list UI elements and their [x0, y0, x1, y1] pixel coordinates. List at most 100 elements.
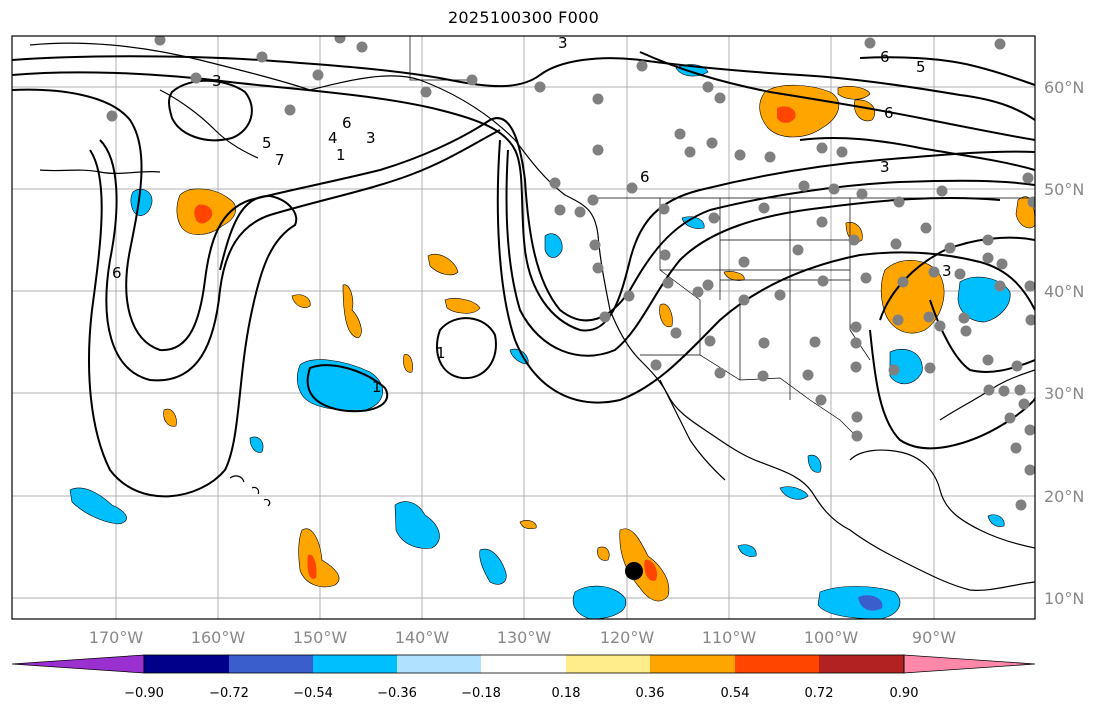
anomaly-positive-patch	[291, 294, 311, 308]
contour-label: 3	[942, 262, 952, 280]
station-marker	[851, 430, 863, 442]
anomaly-negative-patch	[249, 436, 264, 453]
station-marker	[734, 149, 746, 161]
contour-line	[12, 71, 1035, 332]
anomaly-negative-patch	[544, 233, 563, 258]
station-marker	[892, 314, 904, 326]
colorbar-outline	[143, 654, 905, 674]
station-marker	[704, 335, 716, 347]
station-marker	[850, 321, 862, 333]
colorbar-tick-label: −0.36	[377, 686, 417, 701]
anomaly-negative-patch	[779, 486, 809, 500]
station-marker	[850, 361, 862, 373]
station-marker	[815, 394, 827, 406]
station-marker	[1024, 280, 1035, 292]
station-marker	[851, 411, 863, 423]
anomaly-negative-patch	[987, 514, 1005, 527]
station-marker	[670, 327, 682, 339]
station-marker	[592, 93, 604, 105]
contour-line	[799, 137, 1035, 171]
contour-label: 6	[880, 48, 890, 66]
colorbar-tick-label: 0.72	[805, 686, 834, 701]
longitude-axis: 170°W 160°W 150°W 140°W 130°W 120°W 110°…	[89, 628, 956, 647]
station-marker	[1022, 172, 1034, 184]
contour-line	[88, 149, 298, 498]
lon-label: 130°W	[497, 628, 552, 647]
station-marker	[659, 249, 671, 261]
colorbar-arrow-left	[11, 654, 145, 674]
lat-label: 30°N	[1044, 384, 1084, 403]
anomaly-positive-patch	[342, 284, 362, 339]
station-marker	[923, 311, 935, 323]
colorbar-bin	[144, 655, 229, 673]
station-marker	[106, 110, 118, 122]
station-marker	[934, 320, 946, 332]
map-title: 2025100300 F000	[447, 8, 600, 27]
anomaly-positive-patch	[444, 298, 481, 314]
contour-line	[99, 129, 501, 382]
station-marker	[1010, 442, 1022, 454]
contour-label: 6	[112, 264, 122, 282]
gulf-coast	[849, 449, 1035, 549]
station-marker	[356, 41, 368, 53]
station-marker	[856, 188, 868, 200]
station-marker	[960, 325, 972, 337]
station-marker	[1014, 384, 1026, 396]
station-marker	[864, 37, 876, 49]
station-marker	[738, 256, 750, 268]
station-marker	[809, 336, 821, 348]
highlight-point-marker[interactable]	[625, 562, 643, 580]
state-border	[659, 198, 701, 355]
station-marker	[850, 337, 862, 349]
station-marker	[706, 137, 718, 149]
lat-label: 50°N	[1044, 180, 1084, 199]
station-marker	[994, 38, 1006, 50]
station-marker	[982, 234, 994, 246]
anomaly-positive-patch	[659, 303, 673, 328]
lat-label: 20°N	[1044, 487, 1084, 506]
colorbar-tick-label: 0.90	[890, 686, 919, 701]
anomaly-strong-positive-patch	[644, 559, 658, 581]
baja-california-coast	[659, 379, 726, 481]
colorbar-bin	[397, 655, 481, 673]
contour-label: 5	[262, 134, 272, 152]
station-marker	[636, 60, 648, 72]
anomaly-negative-patch	[889, 349, 923, 385]
station-marker	[574, 206, 586, 218]
station-marker	[284, 104, 296, 116]
map-frame	[11, 35, 1036, 620]
station-marker	[587, 194, 599, 206]
colorbar-bin	[313, 655, 397, 673]
station-marker	[860, 272, 872, 284]
contour-label: 6	[884, 104, 894, 122]
contour-label: 7	[275, 151, 285, 169]
contour-label: 6	[640, 168, 650, 186]
station-marker	[1015, 499, 1027, 511]
contour-closed-low	[436, 317, 497, 380]
anomaly-positive-patch	[759, 84, 840, 138]
height-contours	[12, 51, 1035, 498]
station-marker	[897, 276, 909, 288]
station-marker	[983, 384, 995, 396]
station-marker	[1027, 196, 1035, 208]
station-marker	[996, 258, 1008, 270]
station-marker	[714, 367, 726, 379]
station-marker	[256, 51, 268, 63]
latitude-axis: 60°N 50°N 40°N 30°N 20°N 10°N	[1044, 78, 1084, 608]
station-marker	[738, 294, 750, 306]
station-marker	[420, 86, 432, 98]
state-border	[660, 198, 851, 330]
station-marker	[1011, 360, 1023, 372]
lat-label: 60°N	[1044, 78, 1084, 97]
anomaly-strong-positive-patch	[777, 106, 796, 123]
contour-closed-low	[306, 364, 389, 413]
contour-label: 3	[880, 158, 890, 176]
lat-label: 10°N	[1044, 589, 1084, 608]
station-marker	[928, 266, 940, 278]
hawaii-islands	[229, 475, 271, 507]
contour-label: 1	[336, 146, 346, 164]
contour-closed-high	[168, 79, 253, 142]
station-marker	[798, 180, 810, 192]
anomaly-positive-patch	[597, 546, 610, 561]
contour-label: 3	[366, 129, 376, 147]
